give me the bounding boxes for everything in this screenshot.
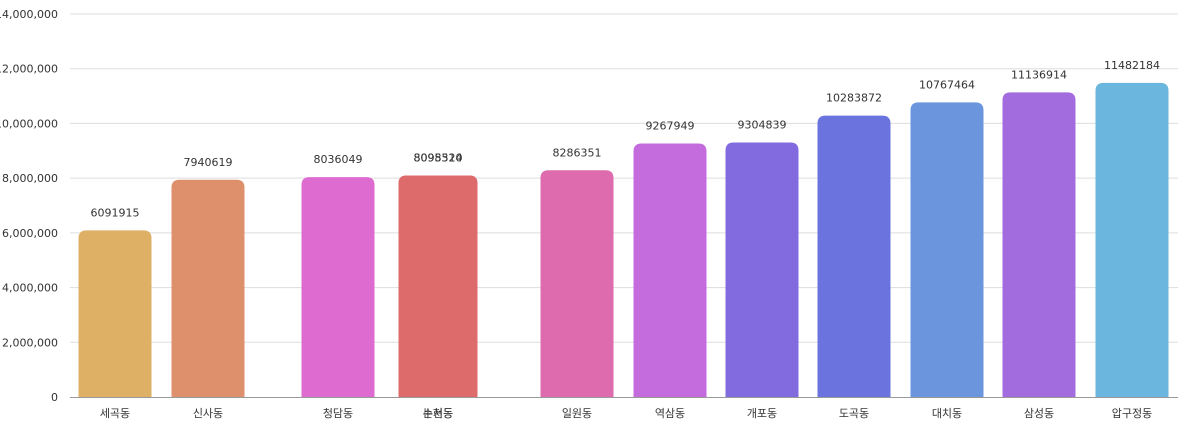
bar: [725, 142, 799, 397]
category-label: 개포동: [747, 407, 777, 420]
bar: [171, 179, 245, 397]
bars: [78, 82, 1169, 397]
category-label: 청담동: [323, 407, 353, 420]
value-label: 7940619: [184, 156, 233, 169]
y-tick-label: 8,000,000: [2, 172, 58, 185]
value-label: 10283872: [826, 92, 882, 105]
y-tick-label: 0: [51, 391, 58, 404]
gridlines: [70, 13, 1178, 343]
value-label: 6091915: [91, 206, 140, 219]
y-tick-label: 4,000,000: [2, 282, 58, 295]
category-label: 세곡동: [100, 407, 130, 420]
y-tick-label: 10,000,000: [0, 117, 58, 130]
category-label: 일원동: [562, 406, 592, 420]
value-label: 8036049: [314, 153, 363, 166]
bar: [1002, 92, 1076, 397]
value-label: 8095320: [414, 152, 463, 165]
y-tick-label: 2,000,000: [2, 336, 58, 349]
category-label: 수서동: [423, 407, 453, 420]
bar: [1095, 82, 1169, 397]
category-label: 역삼동: [655, 407, 685, 420]
bar: [301, 177, 375, 397]
value-label: 11136914: [1011, 68, 1067, 81]
y-tick-label: 12,000,000: [0, 63, 58, 76]
category-label: 논현동: [423, 407, 453, 420]
bar: [78, 230, 152, 397]
y-tick-label: 6,000,000: [2, 227, 58, 240]
value-label: 9267949: [646, 119, 695, 132]
value-label: 11482184: [1104, 59, 1160, 72]
category-label: 삼성동: [1024, 407, 1054, 420]
value-label: 8286351: [553, 146, 602, 159]
category-label: 압구정동: [1112, 407, 1152, 420]
bar: [540, 170, 614, 397]
category-label: 도곡동: [839, 407, 869, 420]
value-label: 10767464: [919, 78, 975, 91]
bar: [910, 102, 984, 397]
category-label: 대치동: [932, 407, 962, 420]
y-tick-label: 14,000,000: [0, 8, 58, 21]
y-axis-ticks: 0 2,000,000 4,000,000 6,000,000 8,000,000 10,…: [0, 8, 58, 404]
bar: [817, 115, 891, 397]
value-label: 8098514: [414, 151, 463, 164]
value-label: 9304839: [738, 118, 787, 131]
bar: [398, 175, 478, 397]
bar: [633, 143, 707, 397]
category-label: 신사동: [193, 407, 223, 420]
